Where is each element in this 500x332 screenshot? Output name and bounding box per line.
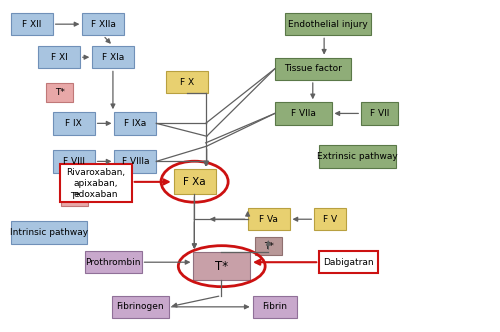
FancyBboxPatch shape: [52, 150, 94, 173]
FancyBboxPatch shape: [248, 208, 290, 230]
Text: T*: T*: [215, 260, 228, 273]
FancyBboxPatch shape: [82, 13, 124, 36]
Text: T*: T*: [70, 192, 80, 201]
FancyBboxPatch shape: [11, 13, 52, 36]
Text: F IXa: F IXa: [124, 119, 146, 128]
FancyBboxPatch shape: [194, 252, 250, 280]
FancyBboxPatch shape: [85, 251, 141, 274]
Text: Extrinsic pathway: Extrinsic pathway: [317, 152, 398, 161]
Text: T*: T*: [55, 88, 65, 97]
FancyBboxPatch shape: [61, 188, 88, 206]
Text: F Va: F Va: [259, 215, 278, 224]
FancyBboxPatch shape: [319, 251, 378, 274]
Text: F VIIa: F VIIa: [290, 109, 316, 118]
Text: F VIII: F VIII: [62, 157, 84, 166]
Text: F XI: F XI: [50, 53, 68, 62]
Text: Fibrin: Fibrin: [262, 302, 287, 311]
Text: F V: F V: [323, 215, 338, 224]
Text: Tissue factor: Tissue factor: [284, 64, 342, 73]
Text: Intrinsic pathway: Intrinsic pathway: [10, 228, 88, 237]
Text: F IX: F IX: [66, 119, 82, 128]
FancyBboxPatch shape: [314, 208, 346, 230]
Text: Rivaroxaban,
apixaban,
edoxaban: Rivaroxaban, apixaban, edoxaban: [66, 168, 126, 199]
FancyBboxPatch shape: [114, 150, 156, 173]
Text: F VIIIa: F VIIIa: [122, 157, 149, 166]
FancyBboxPatch shape: [252, 295, 297, 318]
Text: F Xa: F Xa: [184, 177, 206, 187]
FancyBboxPatch shape: [284, 13, 371, 36]
Text: Dabigatran: Dabigatran: [324, 258, 374, 267]
Text: F X: F X: [180, 78, 194, 87]
FancyBboxPatch shape: [52, 112, 94, 134]
Text: F XIIa: F XIIa: [91, 20, 116, 29]
FancyBboxPatch shape: [275, 102, 332, 125]
Text: Fibrinogen: Fibrinogen: [116, 302, 164, 311]
FancyBboxPatch shape: [38, 46, 80, 68]
Text: Endothelial injury: Endothelial injury: [288, 20, 368, 29]
Text: F VII: F VII: [370, 109, 390, 118]
FancyBboxPatch shape: [60, 164, 132, 203]
FancyBboxPatch shape: [114, 112, 156, 134]
FancyBboxPatch shape: [174, 169, 216, 194]
FancyBboxPatch shape: [255, 237, 282, 255]
Text: F XIa: F XIa: [102, 53, 124, 62]
FancyBboxPatch shape: [275, 57, 351, 80]
Text: F XII: F XII: [22, 20, 42, 29]
FancyBboxPatch shape: [166, 71, 208, 93]
FancyBboxPatch shape: [112, 295, 168, 318]
FancyBboxPatch shape: [319, 145, 396, 168]
FancyBboxPatch shape: [92, 46, 134, 68]
FancyBboxPatch shape: [46, 83, 74, 102]
FancyBboxPatch shape: [11, 221, 88, 244]
Text: T*: T*: [264, 242, 274, 251]
FancyBboxPatch shape: [361, 102, 398, 125]
Text: Prothrombin: Prothrombin: [86, 258, 141, 267]
